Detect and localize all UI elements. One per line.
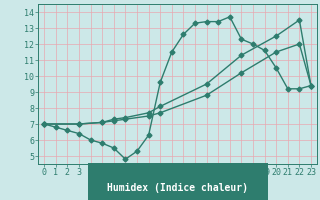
- X-axis label: Humidex (Indice chaleur): Humidex (Indice chaleur): [107, 183, 248, 193]
